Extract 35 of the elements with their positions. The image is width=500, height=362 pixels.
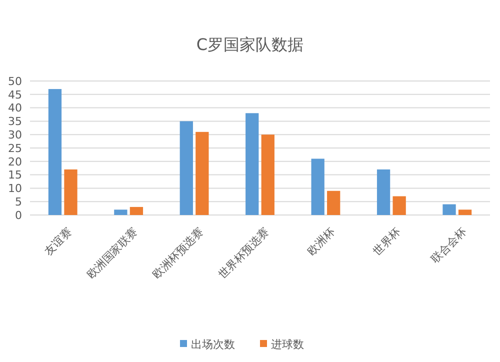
- bar: [196, 132, 209, 215]
- bar: [261, 134, 274, 215]
- y-tick-label: 40: [8, 102, 22, 115]
- x-tick-label: 联合会杯: [428, 225, 469, 266]
- y-tick-label: 10: [8, 182, 22, 196]
- legend-label: 出场次数: [191, 338, 235, 351]
- x-tick-label: 欧洲国家联赛: [84, 225, 140, 282]
- y-tick-label: 20: [8, 155, 22, 168]
- bar: [246, 113, 259, 215]
- x-tick-label: 世界杯: [370, 225, 403, 258]
- bar: [458, 210, 472, 215]
- y-tick-label: 25: [8, 142, 22, 155]
- legend-label: 进球数: [271, 338, 304, 351]
- bar: [48, 89, 62, 215]
- bar: [114, 210, 128, 215]
- y-tick-label: 30: [8, 128, 22, 142]
- y-tick-label: 0: [15, 208, 22, 222]
- y-tick-label: 45: [8, 88, 22, 102]
- y-tick-label: 35: [8, 115, 22, 128]
- bar: [180, 121, 193, 215]
- bar: [130, 206, 144, 215]
- bar: [442, 204, 456, 215]
- x-tick-label: 友谊赛: [42, 225, 74, 258]
- x-tick-label: 欧洲杯: [304, 225, 338, 258]
- bar: [376, 169, 390, 215]
- x-tick-label: 世界杯预选赛: [216, 225, 272, 282]
- x-tick-label: 欧洲杯预选赛: [150, 225, 206, 282]
- y-tick-label: 50: [8, 74, 22, 88]
- y-tick-label: 5: [15, 195, 22, 208]
- bar: [64, 169, 78, 215]
- bar: [392, 196, 406, 215]
- y-tick-label: 15: [8, 168, 22, 182]
- chart-title: C罗国家队数据: [196, 35, 304, 54]
- bar: [311, 158, 324, 215]
- bar: [327, 190, 340, 215]
